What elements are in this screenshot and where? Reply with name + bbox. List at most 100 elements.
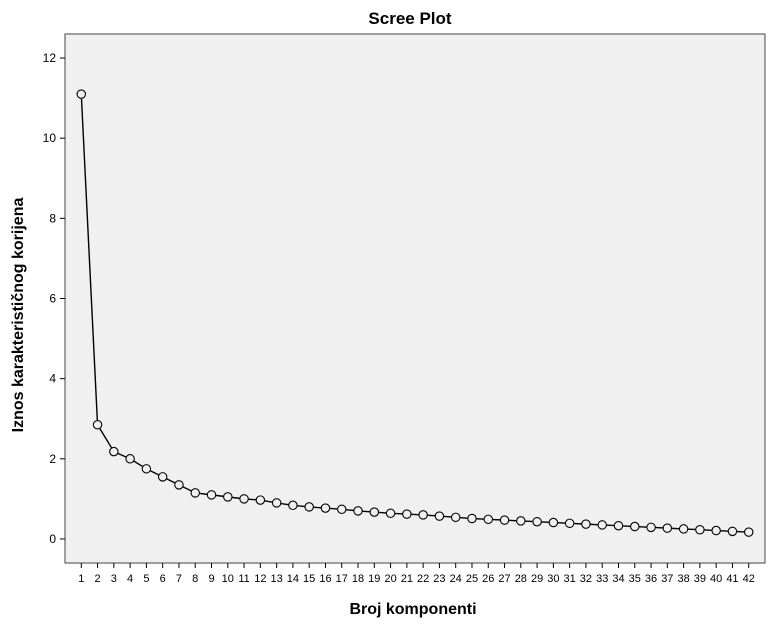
x-tick-label: 34	[612, 573, 624, 585]
x-tick-label: 29	[531, 573, 543, 585]
data-point	[385, 508, 396, 519]
data-point	[353, 506, 363, 516]
data-point	[548, 517, 559, 528]
data-point	[109, 446, 119, 457]
x-tick-label: 26	[482, 573, 494, 585]
data-point	[402, 509, 412, 519]
data-point	[239, 494, 249, 504]
data-point	[564, 518, 575, 529]
data-point	[76, 89, 87, 99]
data-point	[581, 519, 591, 529]
x-tick-label: 6	[160, 573, 166, 585]
x-tick-label: 35	[629, 573, 641, 585]
x-tick-label: 12	[254, 573, 266, 585]
data-point	[157, 472, 168, 482]
data-point	[206, 490, 217, 500]
x-tick-label: 33	[596, 573, 608, 585]
data-point	[743, 527, 754, 537]
data-point	[271, 498, 282, 508]
data-point	[92, 419, 103, 430]
plot-area	[64, 33, 766, 564]
x-tick-label: 27	[498, 573, 510, 585]
data-point	[174, 480, 184, 490]
y-tick-label: 12	[43, 51, 57, 65]
chart-title: Scree Plot	[368, 9, 451, 28]
x-tick-label: 31	[564, 573, 576, 585]
data-point	[678, 524, 689, 534]
data-point	[662, 523, 673, 533]
x-tick-label: 23	[433, 573, 445, 585]
y-axis-title: Iznos karakterističnog korijena	[10, 198, 27, 433]
x-tick-label: 8	[192, 573, 198, 585]
x-tick-label: 3	[111, 573, 117, 585]
data-point	[369, 507, 380, 517]
x-tick-label: 4	[127, 573, 133, 585]
data-point	[450, 512, 461, 523]
x-tick-label: 41	[726, 573, 738, 585]
data-point	[499, 515, 510, 525]
y-tick-label: 10	[43, 131, 57, 145]
y-tick-label: 6	[49, 292, 56, 306]
x-tick-label: 2	[94, 573, 100, 585]
x-tick-label: 19	[368, 573, 380, 585]
x-tick-label: 11	[238, 573, 249, 585]
y-tick-label: 0	[49, 532, 56, 546]
x-tick-label: 17	[336, 573, 348, 585]
x-tick-label: 18	[352, 573, 364, 585]
x-axis: 1 2 3 4 5 6 7 8 9 10 11 12 13 14 15 16 17 18 19 20 21 22 23 24 2…	[78, 563, 755, 585]
data-point	[695, 524, 705, 535]
x-tick-label: 25	[466, 573, 478, 585]
x-tick-label: 13	[271, 573, 283, 585]
data-point	[223, 492, 233, 502]
data-point	[336, 504, 347, 515]
x-tick-label: 15	[303, 573, 315, 585]
data-point	[516, 516, 526, 526]
x-tick-label: 14	[287, 573, 299, 585]
data-point	[597, 520, 607, 530]
data-point	[125, 454, 135, 464]
x-tick-label: 39	[694, 573, 706, 585]
x-tick-label: 9	[208, 573, 214, 585]
x-tick-label: 28	[515, 573, 527, 585]
data-point	[467, 513, 477, 524]
data-point	[141, 464, 152, 474]
x-tick-label: 7	[176, 573, 182, 585]
x-tick-label: 42	[743, 573, 755, 585]
x-tick-label: 10	[222, 573, 234, 585]
y-tick-label: 8	[49, 211, 56, 225]
data-point	[711, 525, 721, 536]
x-tick-label: 5	[143, 573, 149, 585]
y-axis: 0 2 4 6 8 10 12	[43, 51, 65, 546]
data-point	[320, 503, 331, 513]
x-axis-title: Broj komponenti	[349, 601, 476, 618]
data-point	[630, 521, 640, 532]
x-tick-label: 21	[401, 573, 413, 585]
data-point	[255, 495, 266, 505]
x-tick-label: 32	[580, 573, 592, 585]
data-point	[613, 520, 624, 531]
data-point	[646, 522, 656, 533]
x-tick-label: 22	[417, 573, 429, 585]
data-point	[727, 526, 738, 537]
data-point	[434, 511, 445, 521]
data-point	[304, 502, 314, 512]
x-tick-label: 37	[661, 573, 673, 585]
data-point	[190, 488, 200, 498]
data-point	[532, 516, 542, 527]
x-tick-label: 38	[677, 573, 689, 585]
x-tick-label: 20	[384, 573, 396, 585]
y-tick-label: 2	[49, 452, 56, 466]
x-tick-label: 36	[645, 573, 657, 585]
x-tick-label: 40	[710, 573, 722, 585]
x-tick-label: 1	[78, 573, 84, 585]
data-point	[418, 510, 428, 520]
series-layer	[76, 89, 754, 537]
y-tick-label: 4	[49, 372, 56, 386]
x-tick-label: 24	[450, 573, 462, 585]
x-tick-label: 30	[547, 573, 559, 585]
x-tick-label: 16	[319, 573, 331, 585]
data-point	[288, 500, 298, 511]
data-point	[483, 514, 494, 525]
